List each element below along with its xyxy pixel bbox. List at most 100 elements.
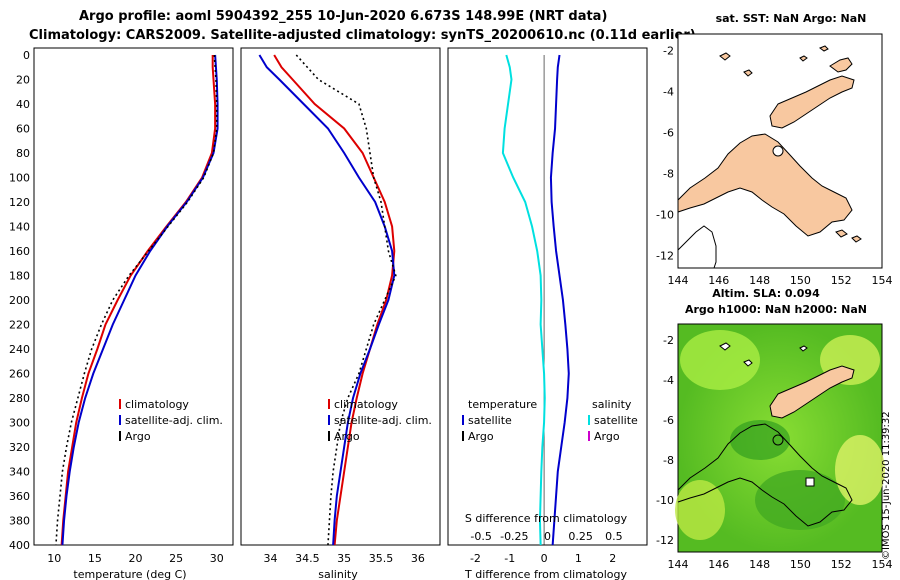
legend-swatch-t-satellite (462, 415, 464, 425)
y-tick-label: 60 (16, 123, 30, 136)
map-y-tick-label: -12 (656, 534, 674, 547)
difference-legend: temperature salinity satellite Argo sate… (462, 398, 638, 443)
x-tick-label: 0 (541, 552, 548, 565)
y-tick-label: 320 (9, 441, 30, 454)
map-x-tick-label: 154 (872, 274, 893, 287)
legend-label-climatology: climatology (125, 398, 189, 411)
x-tick-label: 35.5 (369, 552, 394, 565)
map-x-tick-label: 144 (668, 558, 689, 571)
series-line-satellite-adj-clim- (61, 54, 219, 546)
map-y-tick-label: -2 (663, 334, 674, 347)
map-y-tick-label: -8 (663, 168, 674, 181)
map-y-tick-label: -2 (663, 44, 674, 57)
difference-panel (447, 47, 648, 546)
y-tick-label: 140 (9, 221, 30, 234)
x2-tick-label: -0.25 (500, 530, 528, 543)
legend-label-satellite: satellite-adj. clim. (125, 414, 223, 427)
x2-tick-label: 0.5 (605, 530, 623, 543)
png-coast-map2 (677, 423, 853, 527)
x-tick-label: -2 (470, 552, 481, 565)
temperature-xlabel: temperature (deg C) (73, 568, 186, 580)
argo-position-marker-map1 (772, 145, 784, 157)
legend-swatch-s-satellite (588, 415, 590, 425)
map-x-tick-label: 144 (668, 274, 689, 287)
y-tick-label: 100 (9, 172, 30, 185)
series-line-climatology (60, 55, 217, 546)
new-britain-map1 (769, 75, 855, 129)
sla-blob-6 (730, 420, 790, 460)
legend-label-t-satellite: satellite (468, 414, 512, 427)
y-tick-label: 180 (9, 270, 30, 283)
map-x-tick-label: 152 (831, 274, 852, 287)
map-x-tick-label: 154 (872, 558, 893, 571)
difference-x2label: S difference from climatology (465, 512, 628, 525)
x-tick-label: 1 (575, 552, 582, 565)
temperature-chart: 10 15 20 25 30020406080100120140160180200220… (9, 49, 224, 565)
map-sla-title2: Argo h1000: NaN h2000: NaN (685, 303, 867, 316)
x2-tick-label: 0.25 (568, 530, 593, 543)
australia-coast-map1 (677, 225, 717, 269)
new-ireland-map1 (829, 57, 853, 73)
map-x-tick-label: 146 (708, 558, 729, 571)
map-sst (677, 33, 883, 269)
map-y-tick-label: -10 (656, 209, 674, 222)
legend-label-argo: Argo (334, 430, 360, 443)
new-britain-map2 (769, 365, 855, 419)
map-y-tick-label: -6 (663, 127, 674, 140)
y-tick-label: 240 (9, 343, 30, 356)
x-tick-label: 25 (169, 552, 183, 565)
map-x-tick-label: 148 (749, 558, 770, 571)
y-tick-label: 40 (16, 98, 30, 111)
y-tick-label: 200 (9, 294, 30, 307)
series-line-satellite-adj-clim- (258, 54, 396, 546)
legend-swatch-climatology (328, 399, 330, 409)
legend-swatch-argo (119, 431, 121, 441)
legend-swatch-argo (328, 431, 330, 441)
sla-blob-1 (680, 330, 760, 390)
legend-label-s-satellite: satellite (594, 414, 638, 427)
y-tick-label: 80 (16, 147, 30, 160)
y-tick-label: 160 (9, 245, 30, 258)
map-x-tick-label: 146 (708, 274, 729, 287)
map-y-tick-label: -4 (663, 374, 674, 387)
title-line-1: Argo profile: aoml 5904392_255 10-Jun-20… (79, 9, 607, 24)
y-tick-label: 220 (9, 319, 30, 332)
map-sla-title: Altim. SLA: 0.094 (712, 287, 820, 300)
salinity-legend: climatology satellite-adj. clim. Argo (328, 398, 432, 443)
y-tick-label: 360 (9, 490, 30, 503)
legend-title-salinity: salinity (592, 398, 632, 411)
y-tick-label: 340 (9, 466, 30, 479)
y-tick-label: 380 (9, 515, 30, 528)
map-y-tick-label: -10 (656, 494, 674, 507)
map-sst-axes: 144 146 148 150 152 154 -2 -4 -6 -8 -10 -12 (656, 44, 892, 287)
temperature-legend: climatology satellite-adj. clim. Argo (119, 398, 223, 443)
legend-label-t-argo: Argo (468, 430, 494, 443)
y-tick-label: 120 (9, 196, 30, 209)
salinity-xlabel: salinity (318, 568, 358, 580)
map-x-tick-label: 148 (749, 274, 770, 287)
legend-label-argo: Argo (125, 430, 151, 443)
y-tick-label: 300 (9, 417, 30, 430)
series-line-argo (295, 54, 397, 546)
x-tick-label: 30 (210, 552, 224, 565)
series-line-t-satellite (549, 54, 570, 546)
sla-blob-5 (835, 435, 885, 505)
map-y-tick-label: -12 (656, 250, 674, 263)
map-sla (675, 323, 885, 553)
legend-title-temperature: temperature (468, 398, 537, 411)
legend-label-satellite: satellite-adj. clim. (334, 414, 432, 427)
png-coast-map1 (677, 133, 853, 237)
map-y-tick-label: -6 (663, 414, 674, 427)
y-tick-label: 20 (16, 74, 30, 87)
map-x-tick-label: 152 (831, 558, 852, 571)
islands-map1 (719, 45, 862, 243)
x-tick-label: -1 (504, 552, 515, 565)
map-y-tick-label: -8 (663, 454, 674, 467)
legend-swatch-satellite (119, 415, 121, 425)
x-tick-label: 10 (47, 552, 61, 565)
imos-timestamp: ©IMOS 15-Jun-2020 11:39:32 (881, 411, 892, 560)
x-tick-label: 36 (411, 552, 425, 565)
y-tick-label: 280 (9, 392, 30, 405)
x-tick-label: 34.5 (295, 552, 320, 565)
